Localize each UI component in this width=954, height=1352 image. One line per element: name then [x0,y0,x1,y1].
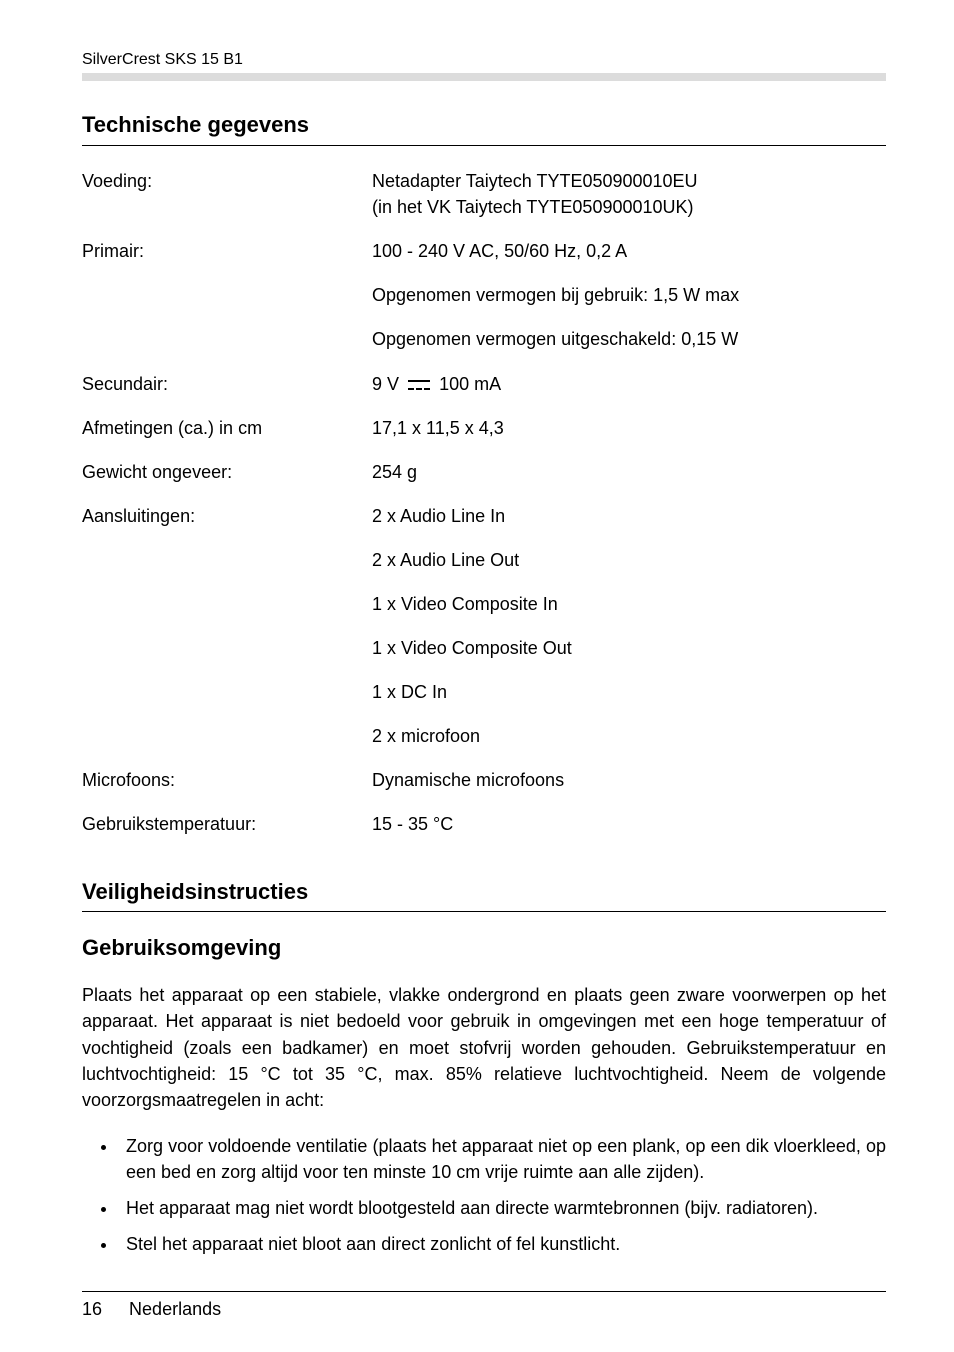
spec-row-aansluitingen: Aansluitingen: 2 x Audio Line In 2 x Aud… [82,503,886,750]
spec-line: (in het VK Taiytech TYTE050900010UK) [372,194,886,220]
spec-label: Aansluitingen: [82,503,372,750]
spec-label: Gebruikstemperatuur: [82,811,372,837]
spec-label: Voeding: [82,168,372,220]
precautions-list: Zorg voor voldoende ventilatie (plaats h… [82,1133,886,1257]
spec-value: 100 - 240 V AC, 50/60 Hz, 0,2 A Opgenome… [372,238,886,352]
spec-value: 15 - 35 °C [372,811,886,837]
spec-label: Microfoons: [82,767,372,793]
spec-label: Afmetingen (ca.) in cm [82,415,372,441]
section-environment: Gebruiksomgeving [82,932,886,964]
spec-label: Gewicht ongeveer: [82,459,372,485]
spec-line: 1 x DC In [372,679,886,705]
spec-value: 17,1 x 11,5 x 4,3 [372,415,886,441]
spec-row-microfoons: Microfoons: Dynamische microfoons [82,767,886,793]
document-header: SilverCrest SKS 15 B1 [82,48,886,81]
specs-table: Voeding: Netadapter Taiytech TYTE0509000… [82,168,886,838]
spec-value: Dynamische microfoons [372,767,886,793]
list-item: Zorg voor voldoende ventilatie (plaats h… [118,1133,886,1185]
spec-line: 100 - 240 V AC, 50/60 Hz, 0,2 A [372,238,886,264]
spec-row-temp: Gebruikstemperatuur: 15 - 35 °C [82,811,886,837]
spec-line: Opgenomen vermogen bij gebruik: 1,5 W ma… [372,282,886,308]
spec-row-voeding: Voeding: Netadapter Taiytech TYTE0509000… [82,168,886,220]
spec-line: 2 x microfoon [372,723,886,749]
page: SilverCrest SKS 15 B1 Technische gegeven… [0,0,954,1352]
spec-row-secundair: Secundair: 9 V 100 mA [82,371,886,397]
spec-row-gewicht: Gewicht ongeveer: 254 g [82,459,886,485]
spec-label: Secundair: [82,371,372,397]
spec-value-prefix: 9 V [372,374,399,394]
spec-line: 1 x Video Composite In [372,591,886,617]
spec-line: 2 x Audio Line In [372,503,886,529]
page-footer: 16 Nederlands [82,1291,886,1322]
environment-paragraph: Plaats het apparaat op een stabiele, vla… [82,982,886,1112]
spec-line: 2 x Audio Line Out [372,547,886,573]
section-technical-specs: Technische gegevens [82,109,886,146]
spec-label: Primair: [82,238,372,352]
section-safety: Veiligheidsinstructies [82,876,886,913]
spec-row-primair: Primair: 100 - 240 V AC, 50/60 Hz, 0,2 A… [82,238,886,352]
page-number: 16 [82,1296,102,1322]
spec-value: 2 x Audio Line In 2 x Audio Line Out 1 x… [372,503,886,750]
spec-line: Opgenomen vermogen uitgeschakeld: 0,15 W [372,326,886,352]
spec-line: 1 x Video Composite Out [372,635,886,661]
dc-symbol-icon [408,380,430,390]
footer-language: Nederlands [129,1299,221,1319]
spec-row-afmetingen: Afmetingen (ca.) in cm 17,1 x 11,5 x 4,3 [82,415,886,441]
spec-value-suffix: 100 mA [439,374,501,394]
spec-value: 254 g [372,459,886,485]
list-item: Stel het apparaat niet bloot aan direct … [118,1231,886,1257]
spec-line: Netadapter Taiytech TYTE050900010EU [372,168,886,194]
spec-value: 9 V 100 mA [372,371,886,397]
spec-value: Netadapter Taiytech TYTE050900010EU (in … [372,168,886,220]
list-item: Het apparaat mag niet wordt blootgesteld… [118,1195,886,1221]
